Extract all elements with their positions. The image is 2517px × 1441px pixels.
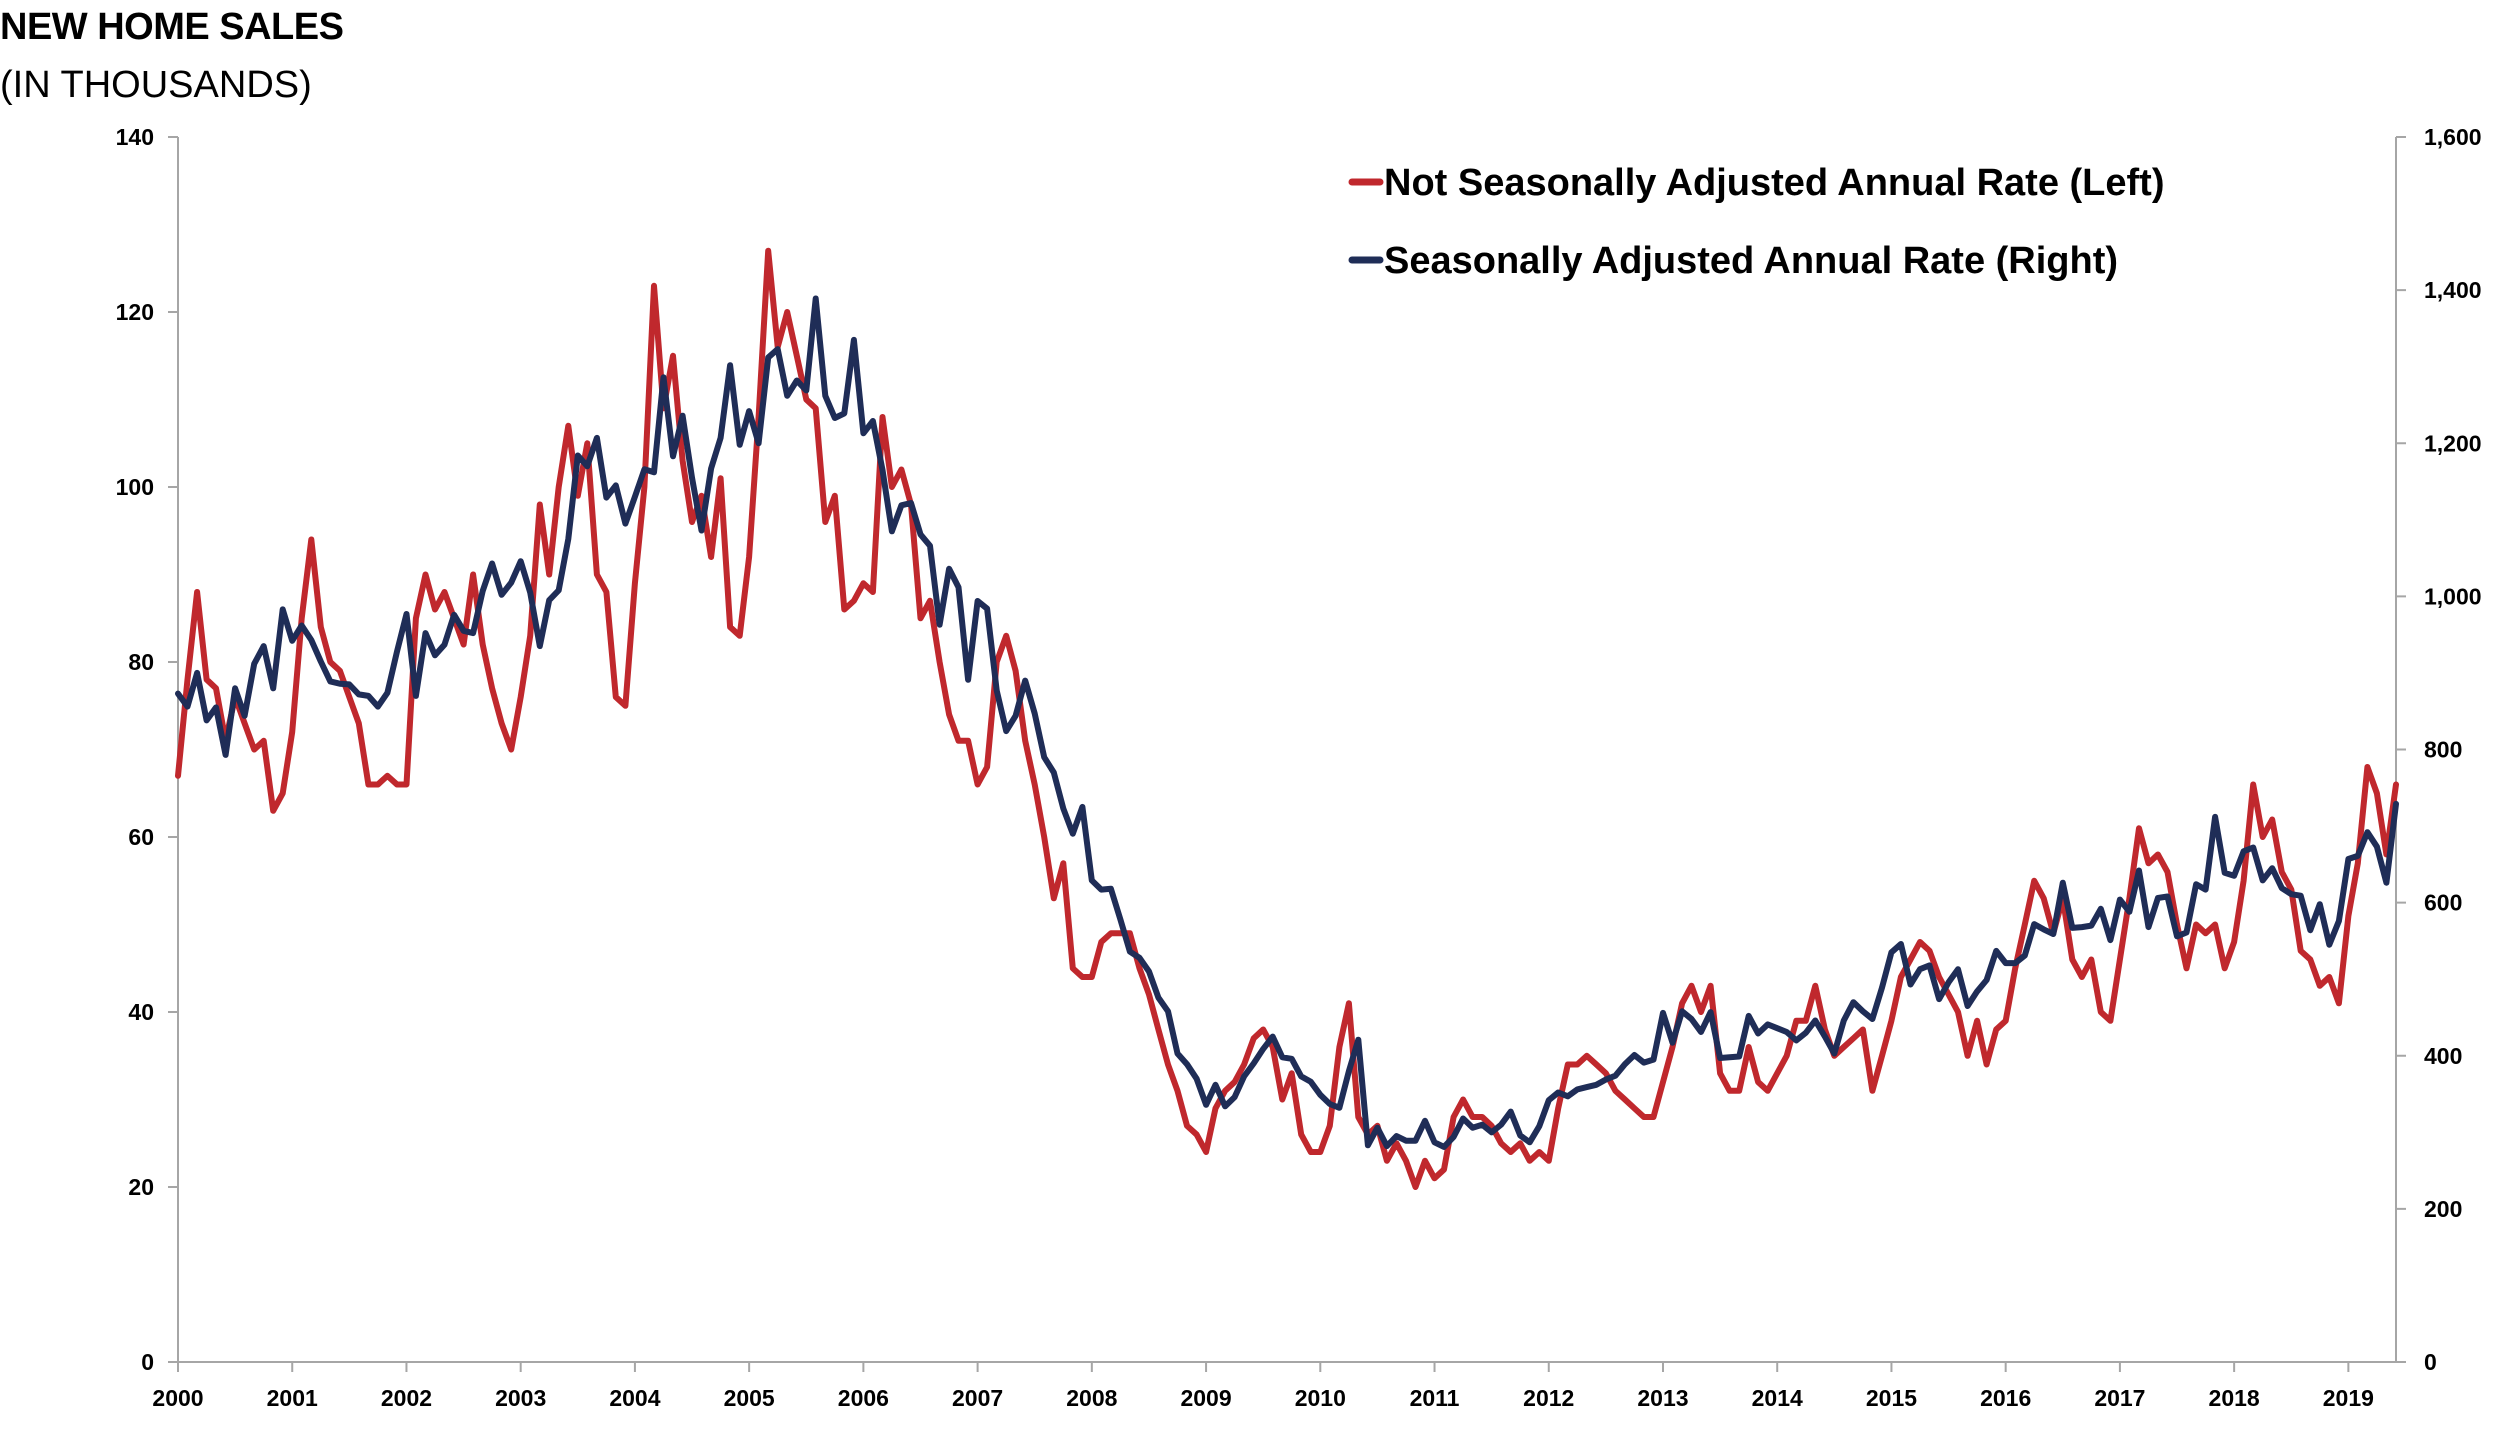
left-y-tick-label: 20 [128, 1174, 154, 1200]
series-line-seasonally-adjusted [175, 295, 2399, 1150]
right-y-tick-label: 200 [2424, 1196, 2462, 1222]
x-tick-label: 2007 [952, 1385, 1003, 1411]
x-tick-label: 2012 [1523, 1385, 1574, 1411]
right-y-tick-label: 1,400 [2424, 277, 2482, 303]
x-tick-label: 2006 [838, 1385, 889, 1411]
legend-label: Seasonally Adjusted Annual Rate (Right) [1384, 240, 2118, 282]
x-tick-label: 2003 [495, 1385, 546, 1411]
right-y-tick-label: 0 [2424, 1349, 2437, 1375]
x-tick-label: 2018 [2209, 1385, 2260, 1411]
x-tick-label: 2001 [267, 1385, 318, 1411]
left-y-tick-label: 80 [128, 649, 154, 675]
left-y-tick-label: 60 [128, 824, 154, 850]
legend: Not Seasonally Adjusted Annual Rate (Lef… [1348, 162, 2164, 282]
x-tick-label: 2005 [724, 1385, 775, 1411]
series-line-not-seasonally-adjusted [175, 247, 2399, 1190]
legend-label: Not Seasonally Adjusted Annual Rate (Lef… [1384, 162, 2164, 204]
left-y-tick-label: 0 [141, 1349, 154, 1375]
x-tick-label: 2016 [1980, 1385, 2031, 1411]
right-y-tick-label: 800 [2424, 737, 2462, 763]
x-tick-label: 2019 [2323, 1385, 2374, 1411]
left-y-tick-label: 40 [128, 999, 154, 1025]
left-y-tick-label: 120 [116, 299, 154, 325]
right-y-tick-label: 1,000 [2424, 583, 2482, 609]
x-tick-label: 2002 [381, 1385, 432, 1411]
x-tick-label: 2009 [1180, 1385, 1231, 1411]
right-y-tick-label: 600 [2424, 890, 2462, 916]
right-y-tick-label: 400 [2424, 1043, 2462, 1069]
x-tick-label: 2017 [2094, 1385, 2145, 1411]
axes: 0 20 40 60 80 100 120 140 0 200 400 600 800 1,000 1,20… [116, 124, 2482, 1411]
right-y-tick-label: 1,200 [2424, 430, 2482, 456]
series-lines [175, 247, 2399, 1190]
left-y-tick-label: 140 [116, 124, 154, 150]
x-tick-label: 2000 [152, 1385, 203, 1411]
x-tick-label: 2011 [1410, 1385, 1460, 1411]
x-tick-label: 2014 [1752, 1385, 1803, 1411]
right-y-tick-label: 1,600 [2424, 124, 2482, 150]
left-y-tick-label: 100 [116, 474, 154, 500]
x-tick-label: 2004 [609, 1385, 660, 1411]
chart-subtitle: (IN THOUSANDS) [0, 64, 312, 106]
x-tick-label: 2013 [1637, 1385, 1688, 1411]
chart-title: NEW HOME SALES [0, 6, 344, 48]
x-tick-label: 2008 [1066, 1385, 1117, 1411]
x-tick-label: 2015 [1866, 1385, 1917, 1411]
x-tick-label: 2010 [1295, 1385, 1346, 1411]
